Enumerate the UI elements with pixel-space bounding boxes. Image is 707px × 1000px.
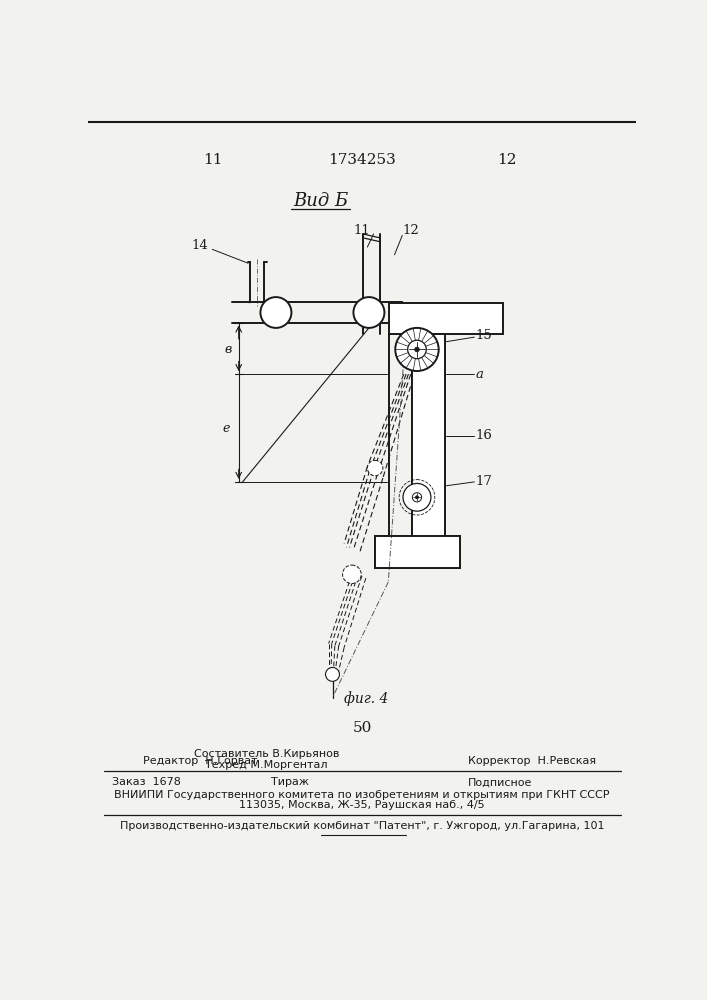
Circle shape [403, 483, 431, 511]
Text: 17: 17 [476, 475, 493, 488]
Text: Редактор  Н.Горват: Редактор Н.Горват [143, 756, 257, 766]
Circle shape [368, 460, 383, 476]
Text: 15: 15 [476, 329, 493, 342]
Polygon shape [389, 303, 503, 334]
Text: в: в [224, 343, 231, 356]
Text: Вид Б: Вид Б [293, 192, 349, 210]
Text: Заказ  1678: Заказ 1678 [112, 777, 180, 787]
Text: ВНИИПИ Государственного комитета по изобретениям и открытиям при ГКНТ СССР: ВНИИПИ Государственного комитета по изоб… [115, 790, 609, 800]
Text: Корректор  Н.Ревская: Корректор Н.Ревская [468, 756, 596, 766]
Circle shape [354, 297, 385, 328]
Text: 11: 11 [353, 224, 370, 237]
Text: 12: 12 [402, 224, 419, 237]
Polygon shape [412, 334, 445, 567]
Text: 1734253: 1734253 [328, 153, 396, 167]
Circle shape [416, 496, 419, 499]
Text: Составитель В.Кирьянов: Составитель В.Кирьянов [194, 749, 339, 759]
Text: 113035, Москва, Ж-35, Раушская наб., 4/5: 113035, Москва, Ж-35, Раушская наб., 4/5 [239, 800, 485, 810]
Circle shape [325, 667, 339, 681]
Text: е: е [223, 422, 230, 434]
Text: фиг. 4: фиг. 4 [344, 692, 389, 706]
Text: 16: 16 [476, 429, 493, 442]
Circle shape [412, 493, 421, 502]
Circle shape [395, 328, 438, 371]
Circle shape [343, 565, 361, 584]
Text: а: а [476, 368, 484, 381]
Circle shape [408, 340, 426, 359]
Text: Техред М.Моргентал: Техред М.Моргентал [205, 760, 328, 770]
Text: Тираж: Тираж [271, 777, 309, 787]
Text: Подписное: Подписное [468, 777, 532, 787]
Circle shape [414, 347, 419, 352]
Polygon shape [375, 536, 460, 568]
Text: 12: 12 [497, 153, 517, 167]
Text: 11: 11 [203, 153, 222, 167]
Text: 14: 14 [192, 239, 209, 252]
Circle shape [260, 297, 291, 328]
Text: Производственно-издательский комбинат "Патент", г. Ужгород, ул.Гагарина, 101: Производственно-издательский комбинат "П… [119, 821, 604, 831]
Text: 50: 50 [352, 721, 372, 735]
